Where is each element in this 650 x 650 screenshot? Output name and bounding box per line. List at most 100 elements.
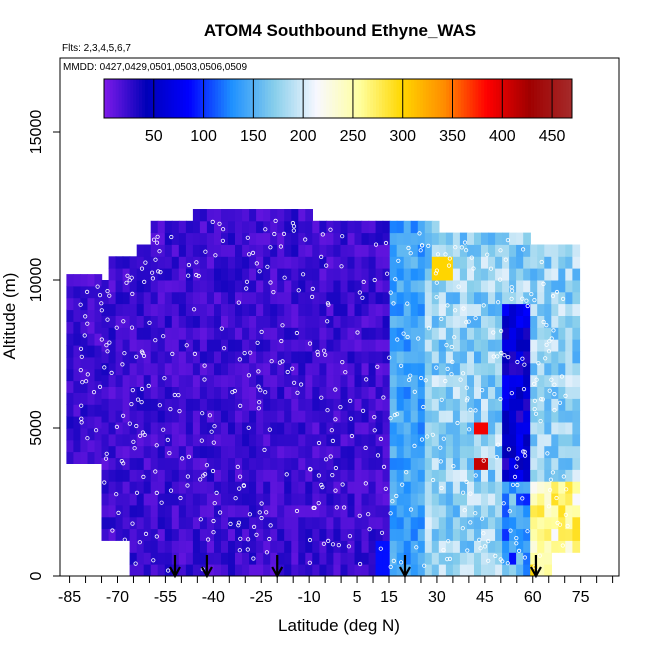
heat-cell bbox=[249, 220, 257, 234]
heat-cell bbox=[523, 481, 531, 494]
heat-cell bbox=[171, 493, 180, 506]
sample-point bbox=[520, 496, 525, 501]
heat-cell bbox=[396, 256, 405, 269]
heat-cell bbox=[502, 469, 510, 482]
sample-point bbox=[79, 354, 84, 359]
heat-cell bbox=[228, 362, 236, 376]
sample-point bbox=[202, 377, 207, 382]
heat-cell bbox=[537, 422, 545, 435]
sample-point bbox=[242, 350, 247, 356]
heat-cell bbox=[312, 327, 320, 340]
heat-cell bbox=[242, 505, 250, 518]
heat-cell bbox=[228, 303, 236, 316]
heat-cell bbox=[256, 457, 264, 470]
heat-cell bbox=[396, 374, 405, 387]
heat-cell bbox=[277, 327, 285, 340]
heat-cell bbox=[431, 445, 440, 459]
heat-cell bbox=[319, 232, 328, 245]
sample-point bbox=[381, 464, 387, 469]
heat-cell bbox=[467, 327, 475, 340]
heat-cell bbox=[249, 422, 257, 435]
heat-cell bbox=[502, 362, 510, 376]
heat-cell bbox=[361, 362, 370, 376]
sample-point bbox=[156, 269, 161, 274]
heat-cell bbox=[389, 540, 398, 553]
heat-cell bbox=[221, 564, 229, 576]
heat-cell bbox=[474, 398, 482, 411]
heat-cell bbox=[256, 493, 264, 506]
sample-point bbox=[388, 564, 393, 570]
colorbar-segment bbox=[139, 79, 143, 118]
heat-cell bbox=[467, 505, 475, 518]
sample-point bbox=[218, 510, 223, 515]
heat-cell bbox=[171, 280, 180, 293]
heat-cell bbox=[354, 280, 363, 293]
heat-cell bbox=[502, 445, 510, 459]
heat-cell bbox=[242, 280, 250, 293]
heat-cell bbox=[467, 528, 475, 541]
heat-cell bbox=[530, 351, 538, 364]
colorbar-segment bbox=[446, 79, 450, 118]
heat-cell bbox=[488, 445, 496, 459]
heat-cell bbox=[558, 339, 566, 352]
sample-point bbox=[515, 359, 520, 365]
heat-cell bbox=[565, 280, 573, 293]
heat-cell bbox=[495, 564, 503, 576]
heat-cell bbox=[298, 303, 306, 316]
sample-point bbox=[247, 512, 252, 517]
heat-cell bbox=[544, 493, 552, 506]
sample-point bbox=[443, 252, 448, 257]
heat-cell bbox=[361, 516, 370, 530]
heat-cell bbox=[495, 516, 503, 530]
heat-cell bbox=[481, 564, 489, 576]
heat-cell bbox=[572, 481, 581, 494]
heat-cell bbox=[143, 516, 152, 530]
sample-point bbox=[330, 438, 335, 443]
sample-point bbox=[323, 352, 328, 357]
heat-cell bbox=[544, 244, 552, 257]
heat-cell bbox=[354, 457, 363, 470]
heat-cell bbox=[122, 339, 131, 352]
heat-cell bbox=[410, 528, 419, 541]
heat-cell bbox=[333, 315, 342, 328]
sample-point bbox=[247, 252, 252, 257]
heat-cell bbox=[572, 516, 581, 530]
heat-cell bbox=[171, 386, 180, 399]
heat-cell bbox=[157, 481, 166, 494]
heat-cell bbox=[326, 256, 335, 269]
heat-cell bbox=[122, 398, 131, 411]
heat-cell bbox=[382, 232, 391, 245]
heat-cell bbox=[284, 564, 292, 576]
heat-cell bbox=[523, 398, 531, 411]
heat-cell bbox=[150, 469, 159, 482]
heat-cell bbox=[122, 481, 131, 494]
heat-cell bbox=[502, 232, 510, 245]
heat-cell bbox=[178, 540, 187, 553]
sample-point bbox=[262, 447, 267, 452]
heat-cell bbox=[481, 410, 489, 423]
heat-cell bbox=[235, 351, 243, 364]
sample-point bbox=[439, 397, 444, 402]
heat-cell bbox=[565, 540, 573, 553]
heat-cell bbox=[214, 280, 222, 293]
heat-cell bbox=[136, 564, 145, 576]
heat-cell bbox=[523, 232, 531, 245]
heat-cell bbox=[488, 244, 496, 257]
heat-cell bbox=[108, 433, 117, 447]
heat-cell bbox=[368, 433, 377, 447]
heat-cell bbox=[108, 303, 117, 316]
sample-point bbox=[165, 437, 170, 442]
heat-cell bbox=[459, 232, 468, 245]
colorbar-segment bbox=[490, 79, 494, 118]
heat-cell bbox=[354, 564, 363, 576]
sample-point bbox=[102, 365, 107, 370]
heat-cell bbox=[291, 374, 299, 387]
heat-cell bbox=[249, 552, 257, 565]
heat-cell bbox=[319, 327, 328, 340]
sample-point bbox=[481, 303, 486, 308]
heat-cell bbox=[199, 209, 208, 222]
sample-point bbox=[309, 294, 315, 299]
heat-cell bbox=[171, 291, 180, 305]
heat-cell bbox=[263, 398, 271, 411]
